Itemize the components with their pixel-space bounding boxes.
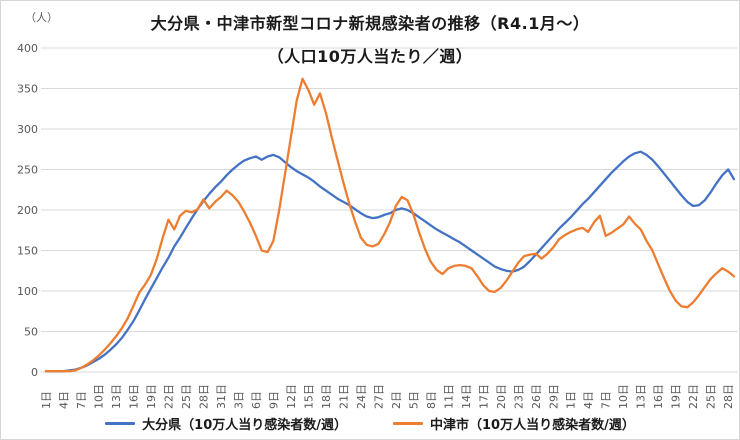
x-tick-label: 10日: [92, 384, 105, 409]
legend-label: 大分県（10万人当り感染者数/週）: [142, 417, 347, 433]
series-line-0: [44, 150, 736, 373]
x-tick-label: 20日: [495, 384, 508, 409]
x-tick-label: 14日: [460, 384, 473, 409]
x-tick-label: 3日: [232, 391, 245, 409]
y-axis-unit-label: （人）: [25, 11, 58, 24]
x-tick-label: 25日: [705, 384, 718, 409]
x-tick-label: 19日: [670, 384, 683, 409]
x-tick-label: 5日: [407, 391, 420, 409]
x-tick-label: 11日: [442, 384, 455, 409]
x-tick-label: 29日: [547, 384, 560, 409]
x-tick-label: 16日: [652, 384, 665, 409]
x-tick-label: 22日: [687, 384, 700, 409]
x-tick-label: 12日: [285, 384, 298, 409]
x-tick-label: 6日: [250, 391, 263, 409]
y-tick-label: 300: [17, 123, 38, 136]
x-tick-label: 8日: [425, 391, 438, 409]
y-tick-label: 100: [17, 285, 38, 298]
x-tick-label: 13日: [635, 384, 648, 409]
x-tick-label: 17日: [477, 384, 490, 409]
legend: 大分県（10万人当り感染者数/週） 中津市（10万人当り感染者数/週）: [1, 410, 739, 436]
x-tick-label: 10日: [617, 384, 630, 409]
x-tick-label: 4日: [582, 391, 595, 409]
x-tick-label: 23日: [512, 384, 525, 409]
x-tick-label: 1日: [565, 391, 578, 409]
x-tick-label: 25日: [180, 384, 193, 409]
legend-item: 大分県（10万人当り感染者数/週）: [105, 414, 347, 433]
legend-label: 中津市（10万人当り感染者数/週）: [430, 417, 635, 433]
x-tick-label: 7日: [600, 391, 613, 409]
x-tick-label: 1日: [40, 391, 53, 409]
y-tick-label: 150: [17, 245, 38, 258]
x-tick-label: 2日: [390, 391, 403, 409]
x-tick-label: 26日: [530, 384, 543, 409]
x-tick-label: 7日: [75, 391, 88, 409]
y-tick-label: 250: [17, 164, 38, 177]
x-tick-label: 21日: [337, 384, 350, 409]
legend-item: 中津市（10万人当り感染者数/週）: [393, 414, 635, 433]
y-tick-label: 400: [17, 42, 38, 55]
x-tick-label: 18日: [320, 384, 333, 409]
x-tick-label: 24日: [355, 384, 368, 409]
x-tick-label: 28日: [197, 384, 210, 409]
legend-line-swatch: [393, 421, 423, 425]
legend-line-swatch: [105, 421, 136, 425]
x-tick-label: 4日: [57, 391, 70, 409]
x-tick-label: 31日: [215, 384, 228, 409]
y-tick-label: 350: [17, 83, 38, 96]
x-tick-label: 13日: [110, 384, 123, 409]
x-tick-label: 16日: [127, 384, 140, 409]
x-tick-label: 9日: [267, 391, 280, 409]
y-tick-label: 200: [17, 204, 38, 217]
x-tick-label: 22日: [162, 384, 175, 409]
chart-title: 大分県・中津市新型コロナ新規感染者の推移（R4.1月～）: [150, 14, 590, 33]
y-tick-label: 0: [31, 366, 38, 379]
x-tick-label: 19日: [145, 384, 158, 409]
x-tick-label: 28日: [722, 384, 735, 409]
chart-subtitle: （人口10万人当たり／週）: [267, 47, 473, 66]
series-line-1: [44, 77, 736, 373]
y-tick-label: 50: [24, 326, 38, 339]
x-tick-label: 15日: [302, 384, 315, 409]
x-tick-label: 27日: [372, 384, 385, 409]
